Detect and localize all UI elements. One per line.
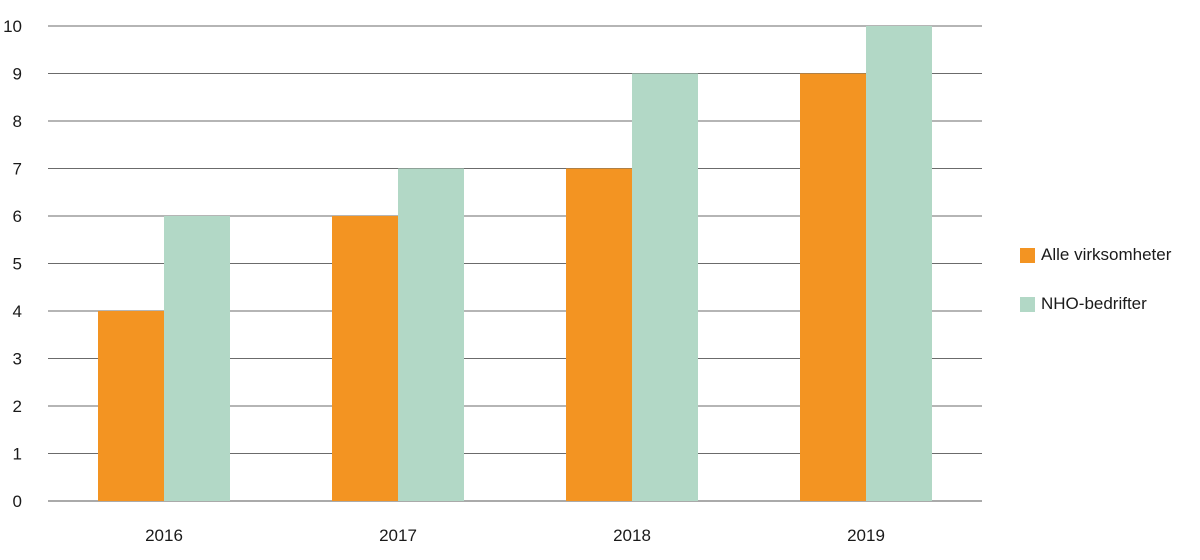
legend: Alle virksomheter NHO-bedrifter [1020, 244, 1171, 342]
y-tick-label-0: 0 [13, 492, 22, 511]
bars [98, 26, 932, 501]
bar-alle-virksomheter-2017 [332, 216, 398, 501]
y-tick-label-2: 2 [13, 397, 22, 416]
bar-nho-bedrifter-2018 [632, 73, 698, 501]
y-tick-label-9: 9 [13, 65, 22, 84]
bar-nho-bedrifter-2017 [398, 168, 464, 501]
legend-swatch-nho-bedrifter [1020, 296, 1035, 312]
y-tick-label-7: 7 [13, 160, 22, 179]
legend-label-nho-bedrifter: NHO-bedrifter [1041, 294, 1147, 313]
bar-nho-bedrifter-2016 [164, 216, 230, 501]
legend-item-nho-bedrifter: NHO-bedrifter [1020, 293, 1171, 315]
y-tick-label-8: 8 [13, 112, 22, 131]
bar-alle-virksomheter-2016 [98, 311, 164, 501]
legend-label-alle-virksomheter: Alle virksomheter [1041, 245, 1172, 264]
x-axis-ticks: 2016 2017 2018 2019 [145, 526, 885, 545]
y-tick-label-5: 5 [13, 255, 22, 274]
y-axis-ticks: 0 1 2 3 4 5 6 7 8 9 10 [3, 17, 22, 511]
y-tick-label-4: 4 [13, 302, 22, 321]
y-tick-label-10: 10 [3, 17, 22, 36]
bar-alle-virksomheter-2019 [800, 73, 866, 501]
x-tick-label-2018: 2018 [613, 526, 651, 545]
bar-alle-virksomheter-2018 [566, 168, 632, 501]
y-tick-label-1: 1 [13, 445, 22, 464]
y-tick-label-6: 6 [13, 207, 22, 226]
legend-swatch-alle-virksomheter [1020, 247, 1035, 263]
y-tick-label-3: 3 [13, 350, 22, 369]
x-tick-label-2017: 2017 [379, 526, 417, 545]
x-tick-label-2016: 2016 [145, 526, 183, 545]
legend-item-alle-virksomheter: Alle virksomheter [1020, 244, 1171, 266]
x-tick-label-2019: 2019 [847, 526, 885, 545]
bar-nho-bedrifter-2019 [866, 26, 932, 501]
